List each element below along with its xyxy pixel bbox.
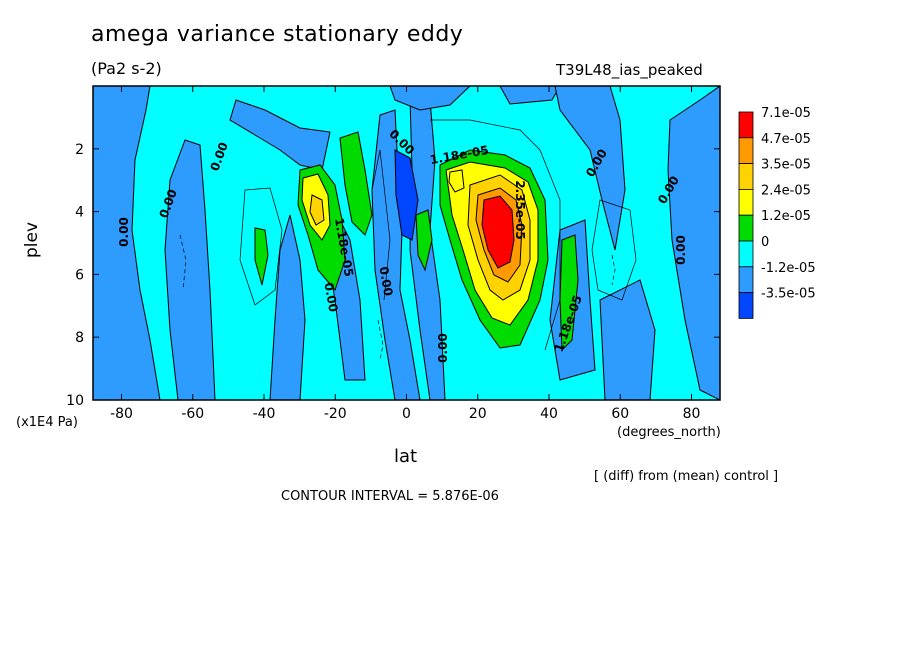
neg-region-east-lower <box>599 279 656 400</box>
legend-label: 3.5e-05 <box>761 158 811 173</box>
x-tick-label: -20 <box>324 406 347 422</box>
legend-swatch <box>738 163 754 190</box>
legend-swatch <box>738 292 754 319</box>
y-tick-label: 8 <box>75 330 84 346</box>
contour-label: 0.00 <box>436 333 450 363</box>
chart-title: amega variance stationary eddy <box>91 22 464 47</box>
pos-orange-sh <box>309 194 325 226</box>
legend-label: -3.5e-05 <box>761 287 816 302</box>
y-tick-label: 6 <box>75 267 84 283</box>
contour-label: 0.00 <box>321 282 340 314</box>
y-tick-label: 2 <box>75 142 84 158</box>
contour-interval: CONTOUR INTERVAL = 5.876E-06 <box>281 489 499 504</box>
x-units-label: (degrees_north) <box>617 425 721 440</box>
neg-region-west-edge <box>93 86 161 400</box>
legend-swatch <box>738 137 754 165</box>
y-axis: 2 4 6 8 10 <box>66 142 720 409</box>
contour-label: 2.35e-05 <box>513 180 527 239</box>
x-tick-label: -40 <box>253 406 276 422</box>
legend-swatch <box>738 240 754 268</box>
neg-region-east-band <box>554 86 626 251</box>
x-tick-label: 60 <box>611 406 629 422</box>
neg-region-top-right <box>499 86 561 105</box>
plot-area: 0.000.000.000.000.000.000.000.000.000.00… <box>93 86 720 400</box>
pos-small-nh <box>448 169 465 193</box>
pos-green-eq <box>415 209 433 272</box>
x-tick-label: 40 <box>540 406 558 422</box>
legend-swatch <box>738 188 754 216</box>
legend-label: 0 <box>761 235 769 250</box>
legend-swatch <box>738 111 754 139</box>
contour-label: 0.00 <box>117 217 131 247</box>
contour-label: 0.00 <box>674 235 688 265</box>
positive-regions <box>254 131 579 352</box>
y-tick-label: 10 <box>66 393 84 409</box>
x-tick-label: 0 <box>402 406 411 422</box>
legend-label: 1.2e-05 <box>761 209 811 224</box>
thin-contours <box>239 119 637 351</box>
legend-label: -1.2e-05 <box>761 261 816 276</box>
run-label: T39L48_ias_peaked <box>556 61 703 79</box>
x-tick-label: 80 <box>683 406 701 422</box>
diff-note: [ (diff) from (mean) control ] <box>594 469 779 484</box>
x-axis: -80 -60 -40 -20 0 20 40 60 80 <box>110 86 700 422</box>
x-tick-label: 20 <box>469 406 487 422</box>
legend-swatch <box>738 214 754 242</box>
pos-green-sh2 <box>339 131 373 236</box>
legend-label: 7.1e-05 <box>761 106 811 121</box>
neg-region-far-east <box>667 86 720 400</box>
legend-label: 4.7e-05 <box>761 132 811 147</box>
y-units-label: (x1E4 Pa) <box>16 415 78 430</box>
contour-label: 0.00 <box>376 266 395 298</box>
dashed-contours <box>179 234 616 361</box>
neg-region-west-band <box>164 139 216 400</box>
neg-region-sw-band <box>269 214 306 400</box>
legend-swatch <box>738 266 754 293</box>
x-tick-label: -80 <box>110 406 133 422</box>
legend-label: 2.4e-05 <box>761 183 811 198</box>
pos-green-west <box>254 227 269 286</box>
color-legend: 7.1e-05 4.7e-05 3.5e-05 2.4e-05 1.2e-05 0 -1.2… <box>738 106 816 319</box>
neg-region-top-center <box>389 86 471 111</box>
x-tick-label: -60 <box>181 406 204 422</box>
x-axis-label: lat <box>394 446 418 467</box>
y-tick-label: 4 <box>75 205 84 221</box>
units-label: (Pa2 s-2) <box>91 59 162 78</box>
pos-red-nh <box>481 195 515 269</box>
strong-negative-region <box>394 149 419 241</box>
